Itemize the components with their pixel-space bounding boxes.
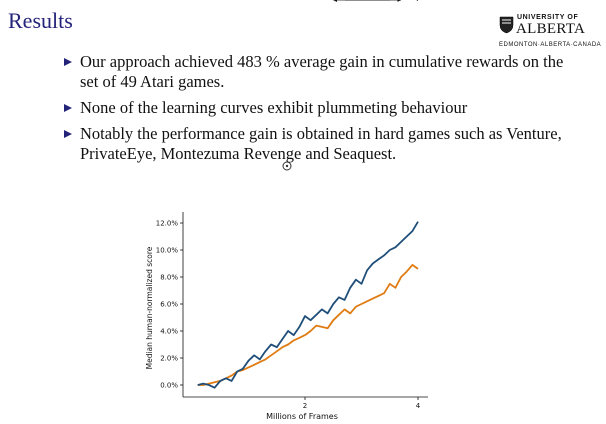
series-line-qr-dqn-1: [197, 263, 419, 386]
slide-title: Results: [8, 8, 73, 33]
y-axis-label: Median human-normalized score: [145, 246, 154, 369]
mouse-cursor-icon: [282, 161, 292, 171]
bullet-item: None of the learning curves exhibit plum…: [64, 98, 584, 118]
bullet-list: Our approach achieved 483 % average gain…: [64, 52, 584, 170]
bullet-text: Our approach achieved 483 % average gain…: [80, 52, 564, 91]
crest-icon: [499, 16, 514, 34]
x-axis-label: Millions of Frames: [266, 412, 338, 421]
logo-line-3: EDMONTON·ALBERTA·CANADA: [499, 42, 602, 48]
y-tick-label: 12.0%: [156, 220, 179, 228]
bullet-marker-icon: [64, 58, 72, 66]
y-tick-label: 4.0%: [160, 328, 178, 336]
bullet-item: Our approach achieved 483 % average gain…: [64, 52, 584, 92]
y-tick-label: 10.0%: [156, 247, 179, 255]
y-tick-label: 8.0%: [160, 274, 178, 282]
bullet-text: Notably the performance gain is obtained…: [80, 124, 562, 163]
chart-axes: 0.0% 2.0% 4.0% 6.0% 8.0% 10.0% 12.0% 2 4: [156, 212, 428, 410]
logo-line-2: ALBERTA: [516, 21, 586, 37]
chart-series: [197, 221, 419, 389]
y-tick-label: 2.0%: [160, 355, 178, 363]
bullet-marker-icon: [64, 130, 72, 138]
bullet-item: Notably the performance gain is obtained…: [64, 124, 584, 164]
annotation-qr-dqn-1: QR-DQN-1: [394, 0, 433, 2]
y-tick-label: 0.0%: [160, 382, 178, 390]
series-line-dltv: [197, 221, 419, 389]
logo-line-1: UNIVERSITY OF: [517, 14, 579, 21]
x-tick-label: 2: [303, 402, 307, 410]
bullet-marker-icon: [64, 104, 72, 112]
chart-annotations: DLTV QR-DQN-1: [323, 0, 433, 2]
y-tick-label: 6.0%: [160, 301, 178, 309]
x-tick-label: 4: [416, 402, 421, 410]
annotation-dltv: DLTV: [323, 0, 343, 2]
university-logo: UNIVERSITY OF ALBERTA EDMONTON·ALBERTA·C…: [499, 14, 602, 52]
bullet-text: None of the learning curves exhibit plum…: [80, 98, 468, 117]
